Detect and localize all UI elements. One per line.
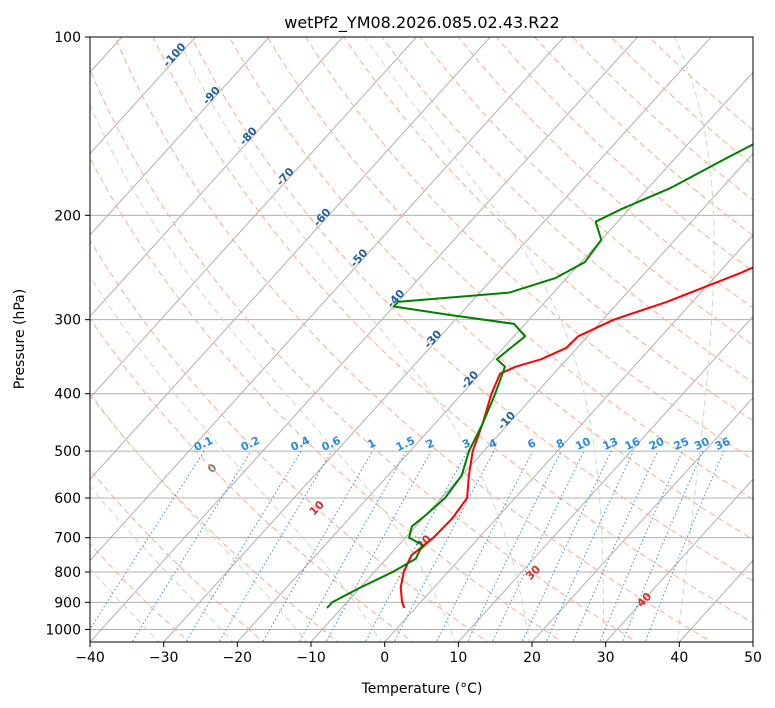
x-axis-label: Temperature (°C) bbox=[361, 681, 483, 697]
moist-adiabat-line bbox=[364, 37, 604, 642]
pressure-gridlines bbox=[90, 37, 753, 630]
y-axis-label: Pressure (hPa) bbox=[12, 289, 28, 389]
y-tick-label: 800 bbox=[54, 565, 81, 581]
mixing-ratio-label: 10 bbox=[573, 435, 593, 453]
dry-adiabat-line bbox=[343, 37, 753, 422]
moist-adiabat-line bbox=[176, 37, 530, 642]
x-tick-label: −20 bbox=[223, 650, 253, 666]
mixing-ratio-line bbox=[521, 450, 612, 642]
mixing-ratio-label: 30 bbox=[692, 435, 712, 453]
dry-adiabat-line bbox=[457, 37, 753, 309]
moist-adiabat-line bbox=[90, 485, 234, 642]
y-tick-label: 1000 bbox=[45, 622, 81, 638]
mixing-ratio-label: 36 bbox=[713, 435, 733, 453]
mixing-ratio-line bbox=[644, 450, 725, 642]
mixing-ratio-line bbox=[621, 450, 704, 642]
plot-frame bbox=[89, 36, 754, 643]
isotherm-line bbox=[90, 37, 418, 399]
x-tick-label: −30 bbox=[149, 650, 179, 666]
dry-adiabat-line bbox=[90, 393, 340, 642]
dry-adiabat-line bbox=[90, 317, 414, 642]
y-tick-label: 900 bbox=[54, 595, 81, 611]
isotherm-line bbox=[90, 37, 197, 155]
moist-adiabat-line bbox=[90, 275, 382, 642]
dry-adiabat-lines bbox=[90, 37, 753, 642]
series-temperature-line bbox=[399, 266, 753, 609]
isotherm-line bbox=[457, 315, 753, 642]
isotherm-line bbox=[90, 37, 270, 236]
mixing-ratio-label: 16 bbox=[623, 435, 643, 453]
isotherm-line bbox=[90, 37, 639, 642]
mixing-ratio-line bbox=[435, 450, 534, 642]
x-tick-label: −10 bbox=[296, 650, 326, 666]
y-axis-ticks: 100 200 300 400 500 600 700 800 900 1000 bbox=[45, 30, 90, 638]
isotherm-line bbox=[162, 37, 712, 642]
isotherm-line bbox=[383, 234, 753, 642]
y-tick-label: 200 bbox=[54, 208, 81, 224]
mixing-ratio-line bbox=[90, 450, 205, 631]
dry-adiabat-line bbox=[114, 37, 713, 642]
mixing-ratio-line bbox=[262, 450, 374, 642]
x-tick-label: 10 bbox=[449, 650, 467, 666]
moist-adiabat-line bbox=[90, 392, 308, 642]
dry-adiabat-line bbox=[90, 542, 190, 642]
y-tick-label: 600 bbox=[54, 491, 81, 507]
plot-area: -100-90-80-70-60-50-40-30-20-100.1 0.2 0.4… bbox=[90, 37, 753, 642]
x-tick-label: 0 bbox=[380, 650, 389, 666]
moist-adiabat-line bbox=[90, 568, 160, 642]
isotherm-line bbox=[90, 37, 344, 318]
dry-adiabat-line bbox=[90, 468, 265, 642]
x-tick-label: 40 bbox=[670, 650, 688, 666]
mixing-ratio-line bbox=[218, 450, 333, 642]
mixing-ratio-label: 20 bbox=[647, 435, 667, 453]
y-tick-label: 100 bbox=[54, 30, 81, 46]
mixing-ratio-line bbox=[491, 450, 585, 642]
moist-adiabat-line bbox=[90, 103, 456, 642]
sounding-series bbox=[326, 143, 753, 609]
mixing-ratio-label: 25 bbox=[672, 435, 691, 453]
mixing-ratio-line bbox=[131, 450, 252, 642]
dry-adiabat-line bbox=[381, 37, 753, 384]
x-tick-label: 30 bbox=[597, 650, 615, 666]
y-tick-label: 300 bbox=[54, 313, 81, 329]
dry-adiabat-line bbox=[90, 239, 489, 642]
dry-adiabat-line bbox=[419, 37, 753, 346]
y-tick-label: 500 bbox=[54, 444, 81, 460]
mixing-ratio-label: 13 bbox=[601, 435, 620, 453]
isotherm-line bbox=[531, 397, 753, 642]
isotherm-line bbox=[604, 478, 753, 642]
series-dewpoint-line bbox=[326, 143, 753, 609]
isotherm-lines bbox=[90, 37, 753, 642]
y-tick-label: 400 bbox=[54, 387, 81, 403]
chart-title: wetPf2_YM08.2026.085.02.43.R22 bbox=[284, 13, 559, 33]
isotherm-line bbox=[90, 37, 565, 562]
y-tick-label: 700 bbox=[54, 531, 81, 547]
isotherm-line bbox=[310, 152, 753, 642]
moist-adiabat-lines bbox=[90, 37, 715, 642]
x-axis-ticks: −40 −30 −20 −10 0 10 20 30 40 50 bbox=[75, 642, 762, 666]
dry-adiabat-line bbox=[152, 37, 753, 624]
x-tick-label: −40 bbox=[75, 650, 105, 666]
isotherm-line bbox=[236, 71, 753, 642]
moist-adiabat-line bbox=[674, 37, 715, 642]
isotherm-line bbox=[90, 37, 491, 480]
mixing-ratio-line bbox=[393, 450, 495, 642]
dry-adiabat-line bbox=[90, 156, 564, 642]
x-tick-label: 50 bbox=[744, 650, 762, 666]
x-tick-label: 20 bbox=[523, 650, 541, 666]
